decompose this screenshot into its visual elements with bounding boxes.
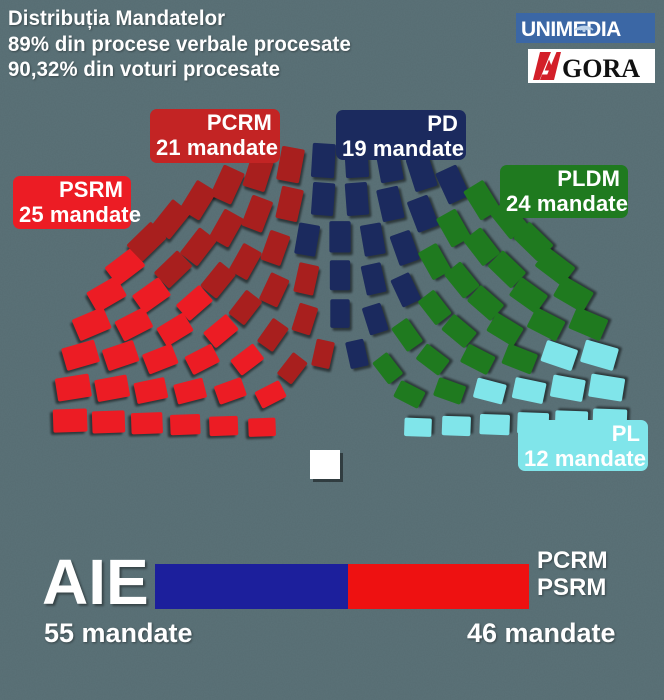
svg-text:GORA: GORA: [562, 54, 640, 83]
svg-text:UNIMEDIA: UNIMEDIA: [521, 18, 621, 41]
